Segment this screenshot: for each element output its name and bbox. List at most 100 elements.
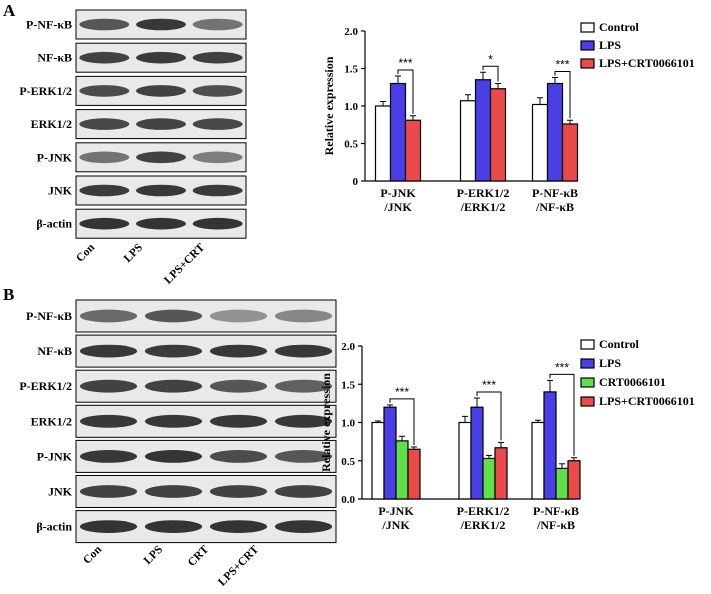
blot-row-label: P-JNK bbox=[37, 449, 73, 463]
blot-band bbox=[192, 217, 243, 230]
western-blot: P-NF-κB NF-κB P-ERK1/2 ERK1/2 P-JNK JNK β-acti… bbox=[19, 299, 337, 589]
blot-band bbox=[274, 344, 333, 358]
blot-band bbox=[274, 450, 333, 463]
bar bbox=[395, 440, 409, 500]
blot-band bbox=[209, 309, 268, 323]
blot-band bbox=[274, 414, 333, 428]
category-label: /JNK bbox=[381, 518, 410, 532]
blot-band bbox=[136, 85, 186, 97]
panel-letter: A bbox=[3, 1, 16, 20]
lane-label: Con bbox=[81, 543, 104, 566]
blot-row: NF-κB bbox=[37, 42, 247, 73]
blot-row-label: JNK bbox=[48, 184, 73, 198]
bar bbox=[389, 82, 407, 182]
y-tick-label: 2.0 bbox=[341, 341, 355, 353]
bar bbox=[531, 421, 545, 500]
blot-row-label: P-ERK1/2 bbox=[19, 84, 72, 98]
blot-row-label: P-NF-κB bbox=[26, 309, 72, 323]
blot-row: P-ERK1/2 bbox=[19, 369, 337, 403]
blot-row-label: NF-κB bbox=[37, 344, 72, 358]
category-label: P-NF-κB bbox=[533, 504, 579, 518]
panel-a: A P-NF-κB NF-κB P-ERK1/2 ERK1/2 P-JNK JNK β-act… bbox=[3, 1, 695, 287]
blot-row: JNK bbox=[48, 175, 247, 206]
bar bbox=[371, 421, 385, 500]
blot-band bbox=[209, 379, 268, 393]
y-tick-label: 0.5 bbox=[344, 139, 358, 151]
blot-band bbox=[274, 379, 333, 393]
significance-label: *** bbox=[395, 385, 409, 399]
legend-swatch bbox=[580, 377, 595, 388]
significance-label: *** bbox=[555, 58, 569, 72]
blot-band bbox=[136, 184, 186, 197]
legend-entry: LPS bbox=[599, 38, 621, 52]
lane-label: CRT bbox=[186, 543, 212, 569]
bar bbox=[546, 82, 564, 182]
blot-band bbox=[79, 379, 138, 393]
y-tick-label: 1.5 bbox=[344, 64, 358, 76]
blot-band bbox=[209, 344, 268, 358]
blot-band bbox=[79, 450, 138, 463]
lane-label: LPS+CRT bbox=[216, 543, 261, 588]
blot-row: ERK1/2 bbox=[31, 109, 247, 140]
legend-swatch bbox=[580, 339, 595, 350]
y-axis-label: Relative expression bbox=[322, 56, 336, 155]
category-label: P-JNK bbox=[380, 186, 416, 200]
legend-entry: Control bbox=[599, 337, 639, 351]
category-label: /JNK bbox=[383, 200, 412, 214]
legend-entry: LPS bbox=[599, 356, 621, 370]
y-tick-label: 0 bbox=[353, 176, 359, 188]
category-label: P-ERK1/2 bbox=[457, 504, 510, 518]
lane-label: LPS bbox=[122, 242, 145, 265]
blot-row: P-NF-κB bbox=[26, 9, 247, 40]
bar-chart: 0 0.5 1.0 1.5 2.0 Relative expression P-JNK/JN… bbox=[322, 26, 579, 214]
y-tick-label: 2.0 bbox=[344, 26, 358, 38]
blot-band bbox=[136, 217, 186, 230]
blot-row-label: P-JNK bbox=[37, 150, 73, 164]
blot-row-label: β-actin bbox=[36, 520, 72, 534]
significance-bracket bbox=[554, 71, 571, 119]
blot-band bbox=[192, 85, 243, 97]
blot-band bbox=[79, 520, 138, 533]
blot-band bbox=[79, 151, 130, 164]
bar bbox=[470, 406, 484, 500]
blot-band bbox=[192, 184, 243, 197]
significance-label: *** bbox=[482, 378, 496, 392]
lane-label: LPS+CRT bbox=[162, 241, 207, 286]
bar bbox=[404, 119, 422, 182]
category-label: /ERK1/2 bbox=[460, 518, 506, 532]
blot-row-label: β-actin bbox=[36, 217, 72, 231]
blot-band bbox=[79, 485, 138, 498]
y-tick-label: 1.0 bbox=[341, 418, 355, 430]
bar bbox=[482, 457, 496, 500]
blot-band bbox=[209, 414, 268, 428]
legend-swatch bbox=[580, 58, 595, 69]
blot-band bbox=[79, 309, 138, 323]
blot-band bbox=[79, 184, 130, 197]
blot-row: β-actin bbox=[36, 208, 247, 239]
blot-band bbox=[144, 379, 203, 393]
blot-band bbox=[144, 414, 203, 428]
bar bbox=[555, 467, 569, 500]
bar bbox=[531, 103, 549, 182]
blot-band bbox=[79, 85, 130, 97]
legend-swatch bbox=[580, 358, 595, 369]
blot-band bbox=[136, 151, 186, 164]
blot-band bbox=[79, 344, 138, 358]
blot-band bbox=[192, 118, 243, 130]
significance-label: *** bbox=[398, 56, 412, 70]
lane-label: Con bbox=[74, 241, 97, 264]
blot-row-label: ERK1/2 bbox=[31, 117, 72, 131]
blot-band bbox=[79, 217, 130, 230]
legend-entry: CRT0066101 bbox=[599, 375, 666, 389]
blot-row-label: ERK1/2 bbox=[31, 414, 72, 428]
bar bbox=[561, 123, 579, 182]
category-label: /NF-κB bbox=[536, 518, 575, 532]
bar bbox=[489, 88, 507, 182]
blot-band bbox=[144, 485, 203, 498]
blot-band bbox=[144, 344, 203, 358]
y-tick-label: 0.5 bbox=[341, 456, 355, 468]
blot-band bbox=[144, 450, 203, 463]
bar bbox=[543, 391, 557, 500]
